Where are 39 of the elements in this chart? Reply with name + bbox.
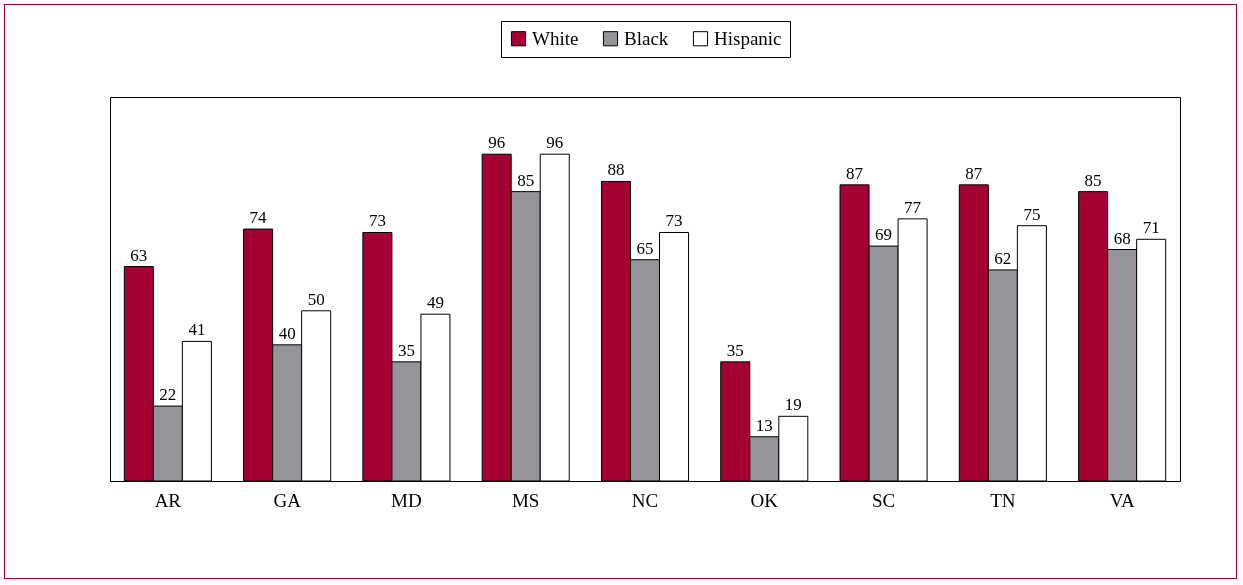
data-label: 41: [188, 320, 206, 340]
data-label: 65: [636, 238, 654, 258]
x-tick-label: GA: [273, 489, 302, 511]
data-label: 63: [130, 245, 148, 265]
data-label: 85: [1084, 170, 1102, 190]
data-label: 96: [546, 133, 564, 153]
data-label: 77: [904, 197, 922, 217]
data-label: 35: [397, 340, 415, 360]
x-tick-label: VA: [1109, 489, 1135, 511]
data-label: 73: [368, 211, 386, 231]
x-tick-label: NC: [631, 489, 659, 511]
data-label: 49: [426, 293, 444, 313]
data-label: 96: [488, 133, 506, 153]
x-tick-label: MD: [391, 489, 422, 511]
legend-label: White: [532, 27, 579, 49]
data-label: 73: [665, 211, 683, 231]
data-label: 13: [755, 415, 773, 435]
legend-label: Hispanic: [714, 27, 782, 49]
data-label: 87: [846, 163, 864, 183]
data-label: 35: [726, 340, 744, 360]
data-label: 40: [278, 323, 296, 343]
data-label: 22: [159, 385, 177, 405]
data-label: 71: [1142, 218, 1160, 238]
data-label: 62: [994, 248, 1012, 268]
x-tick-label: SC: [871, 489, 896, 511]
data-label: 19: [784, 395, 802, 415]
data-label: 85: [517, 170, 535, 190]
data-label: 75: [1023, 204, 1041, 224]
x-tick-label: OK: [750, 489, 779, 511]
data-label: 69: [875, 225, 893, 245]
data-label: 88: [607, 160, 625, 180]
x-tick-label: TN: [990, 489, 1016, 511]
data-label: 68: [1113, 228, 1131, 248]
legend-label: Black: [624, 27, 669, 49]
x-tick-label: MS: [511, 489, 540, 511]
data-label: 50: [307, 289, 325, 309]
data-label: 87: [965, 163, 983, 183]
data-label: 74: [249, 208, 268, 228]
x-tick-label: AR: [154, 489, 182, 511]
